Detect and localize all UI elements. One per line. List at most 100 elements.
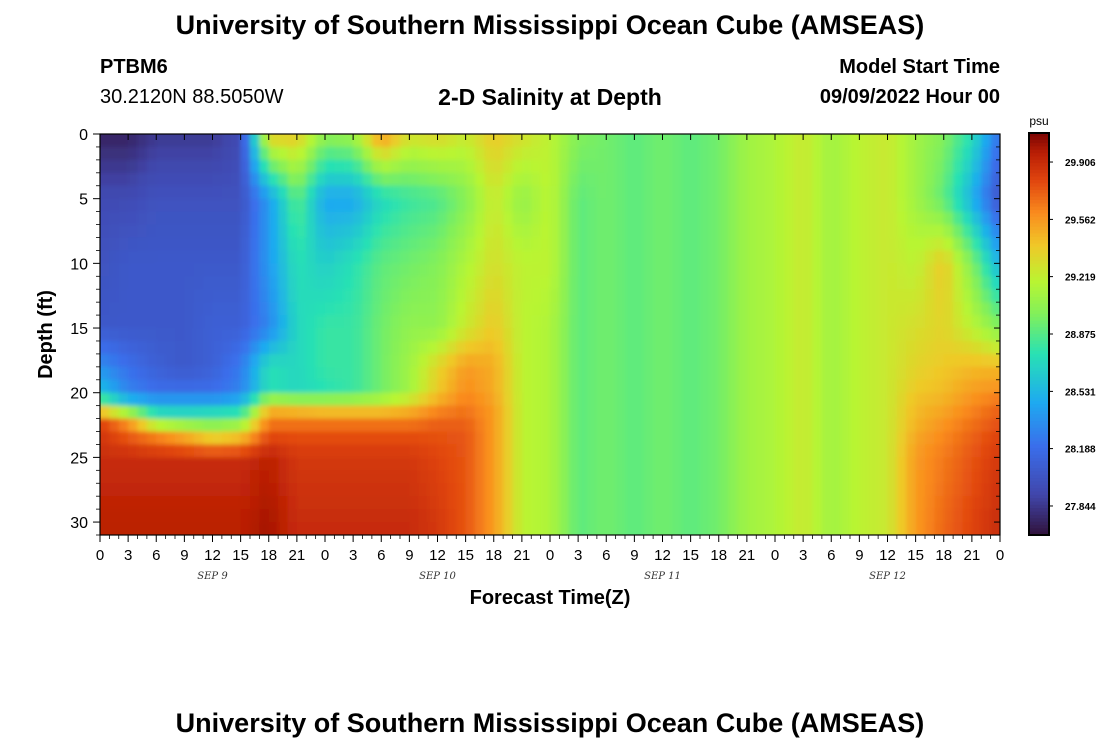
heatmap-cell	[343, 211, 354, 226]
heatmap-cell	[625, 211, 635, 226]
heatmap-cell	[221, 185, 232, 200]
heatmap-cell	[718, 315, 729, 329]
heatmap-cell	[100, 470, 101, 484]
heatmap-cell	[109, 237, 120, 252]
heatmap-cell	[128, 379, 139, 394]
heatmap-cell	[971, 172, 982, 187]
heatmap-cell	[250, 159, 260, 174]
heatmap-cell	[362, 470, 373, 484]
heatmap-cell	[718, 263, 729, 277]
heatmap-cell	[503, 379, 514, 394]
heatmap-cell	[428, 172, 439, 187]
heatmap-cell	[165, 328, 176, 342]
heatmap-cell	[981, 172, 992, 187]
heatmap-cell	[784, 134, 795, 135]
heatmap-cell	[381, 198, 392, 213]
colorbar-segment	[1029, 200, 1049, 204]
heatmap-cell	[343, 159, 354, 174]
heatmap-cell	[521, 250, 532, 264]
heatmap-cell	[662, 328, 673, 342]
heatmap-cell	[165, 134, 176, 148]
colorbar-segment	[1029, 334, 1049, 338]
heatmap-cell	[746, 250, 757, 264]
heatmap-cell	[428, 444, 439, 458]
heatmap-cell	[559, 418, 570, 433]
heatmap-cell	[109, 146, 120, 161]
heatmap-cell	[456, 198, 467, 213]
heatmap-cell	[784, 431, 795, 446]
heatmap-cell	[315, 211, 326, 226]
heatmap-cell	[128, 483, 139, 497]
heatmap-cell	[512, 366, 523, 381]
heatmap-cell	[1000, 302, 1010, 316]
heatmap-cell	[446, 483, 457, 497]
heatmap-cell	[390, 366, 401, 381]
heatmap-cell	[765, 418, 776, 433]
heatmap-cell	[756, 134, 767, 148]
heatmap-cell	[362, 431, 373, 446]
heatmap-cell	[100, 444, 101, 458]
heatmap-cell	[475, 496, 485, 510]
heatmap-cell	[278, 509, 289, 523]
heatmap-cell	[343, 185, 354, 200]
heatmap-cell	[859, 146, 870, 161]
heatmap-cell	[784, 535, 794, 549]
colorbar-segment	[1029, 457, 1049, 462]
heatmap-cell	[325, 431, 335, 446]
heatmap-cell	[456, 159, 467, 174]
colorbar-tick-label: 28.188	[1065, 445, 1096, 456]
heatmap-cell	[906, 418, 917, 433]
heatmap-cell	[784, 302, 795, 316]
heatmap-cell	[109, 405, 120, 420]
heatmap-cell	[906, 405, 917, 420]
heatmap-cell	[625, 185, 635, 200]
heatmap-cell	[662, 405, 673, 420]
heatmap-cell	[118, 444, 129, 458]
heatmap-cell	[737, 302, 748, 316]
heatmap-cell	[671, 509, 682, 523]
colorbar-segment	[1029, 287, 1049, 291]
heatmap-cell	[484, 483, 495, 497]
heatmap-cell	[503, 470, 514, 484]
heatmap-cell	[868, 211, 879, 226]
heatmap-cell	[250, 483, 260, 497]
heatmap-cell	[990, 522, 1000, 535]
colorbar-segment	[1029, 451, 1049, 456]
heatmap-cell	[493, 470, 504, 484]
heatmap-cell	[906, 185, 917, 200]
heatmap-cell	[709, 134, 720, 135]
heatmap-cell	[728, 276, 739, 290]
heatmap-cell	[278, 263, 289, 277]
heatmap-cell	[184, 444, 195, 458]
heatmap-cell	[878, 224, 889, 239]
heatmap-cell	[334, 198, 345, 213]
heatmap-cell	[634, 509, 645, 523]
heatmap-cell	[231, 418, 242, 433]
heatmap-cell	[606, 392, 617, 407]
heatmap-cell	[100, 340, 101, 355]
heatmap-cell	[756, 522, 767, 535]
colorbar-segment	[1029, 394, 1049, 399]
heatmap-cell	[221, 522, 232, 535]
heatmap-cell	[240, 444, 251, 458]
heatmap-cell	[221, 328, 232, 342]
heatmap-cell	[475, 353, 485, 368]
heatmap-cell	[259, 444, 270, 458]
heatmap-cell	[868, 289, 879, 303]
heatmap-cell	[456, 172, 467, 187]
heatmap-cell	[446, 276, 457, 290]
heatmap-cell	[465, 340, 476, 355]
heatmap-cell	[531, 366, 542, 381]
heatmap-cell	[578, 315, 589, 329]
heatmap-cell	[765, 237, 776, 252]
heatmap-cell	[381, 457, 392, 471]
heatmap-cell	[381, 340, 392, 355]
heatmap-cell	[146, 172, 157, 187]
heatmap-cell	[503, 250, 514, 264]
heatmap-cell	[278, 470, 289, 484]
heatmap-cell	[925, 198, 935, 213]
heatmap-cell	[221, 431, 232, 446]
heatmap-cell	[943, 211, 954, 226]
heatmap-cell	[625, 134, 635, 135]
colorbar-segment	[1029, 260, 1049, 265]
